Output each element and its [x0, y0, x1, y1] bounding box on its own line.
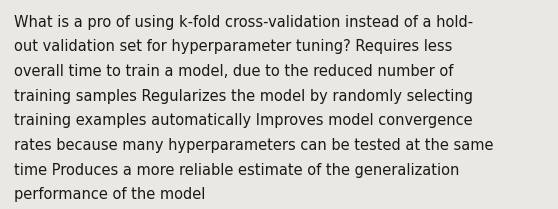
Text: out validation set for hyperparameter tuning? Requires less: out validation set for hyperparameter tu…: [14, 39, 453, 54]
Text: rates because many hyperparameters can be tested at the same: rates because many hyperparameters can b…: [14, 138, 493, 153]
Text: training examples automatically Improves model convergence: training examples automatically Improves…: [14, 113, 473, 128]
Text: What is a pro of using k-fold cross-validation instead of a hold-: What is a pro of using k-fold cross-vali…: [14, 15, 473, 30]
Text: overall time to train a model, due to the reduced number of: overall time to train a model, due to th…: [14, 64, 453, 79]
Text: time Produces a more reliable estimate of the generalization: time Produces a more reliable estimate o…: [14, 163, 459, 178]
Text: training samples Regularizes the model by randomly selecting: training samples Regularizes the model b…: [14, 89, 473, 104]
Text: performance of the model: performance of the model: [14, 187, 205, 202]
